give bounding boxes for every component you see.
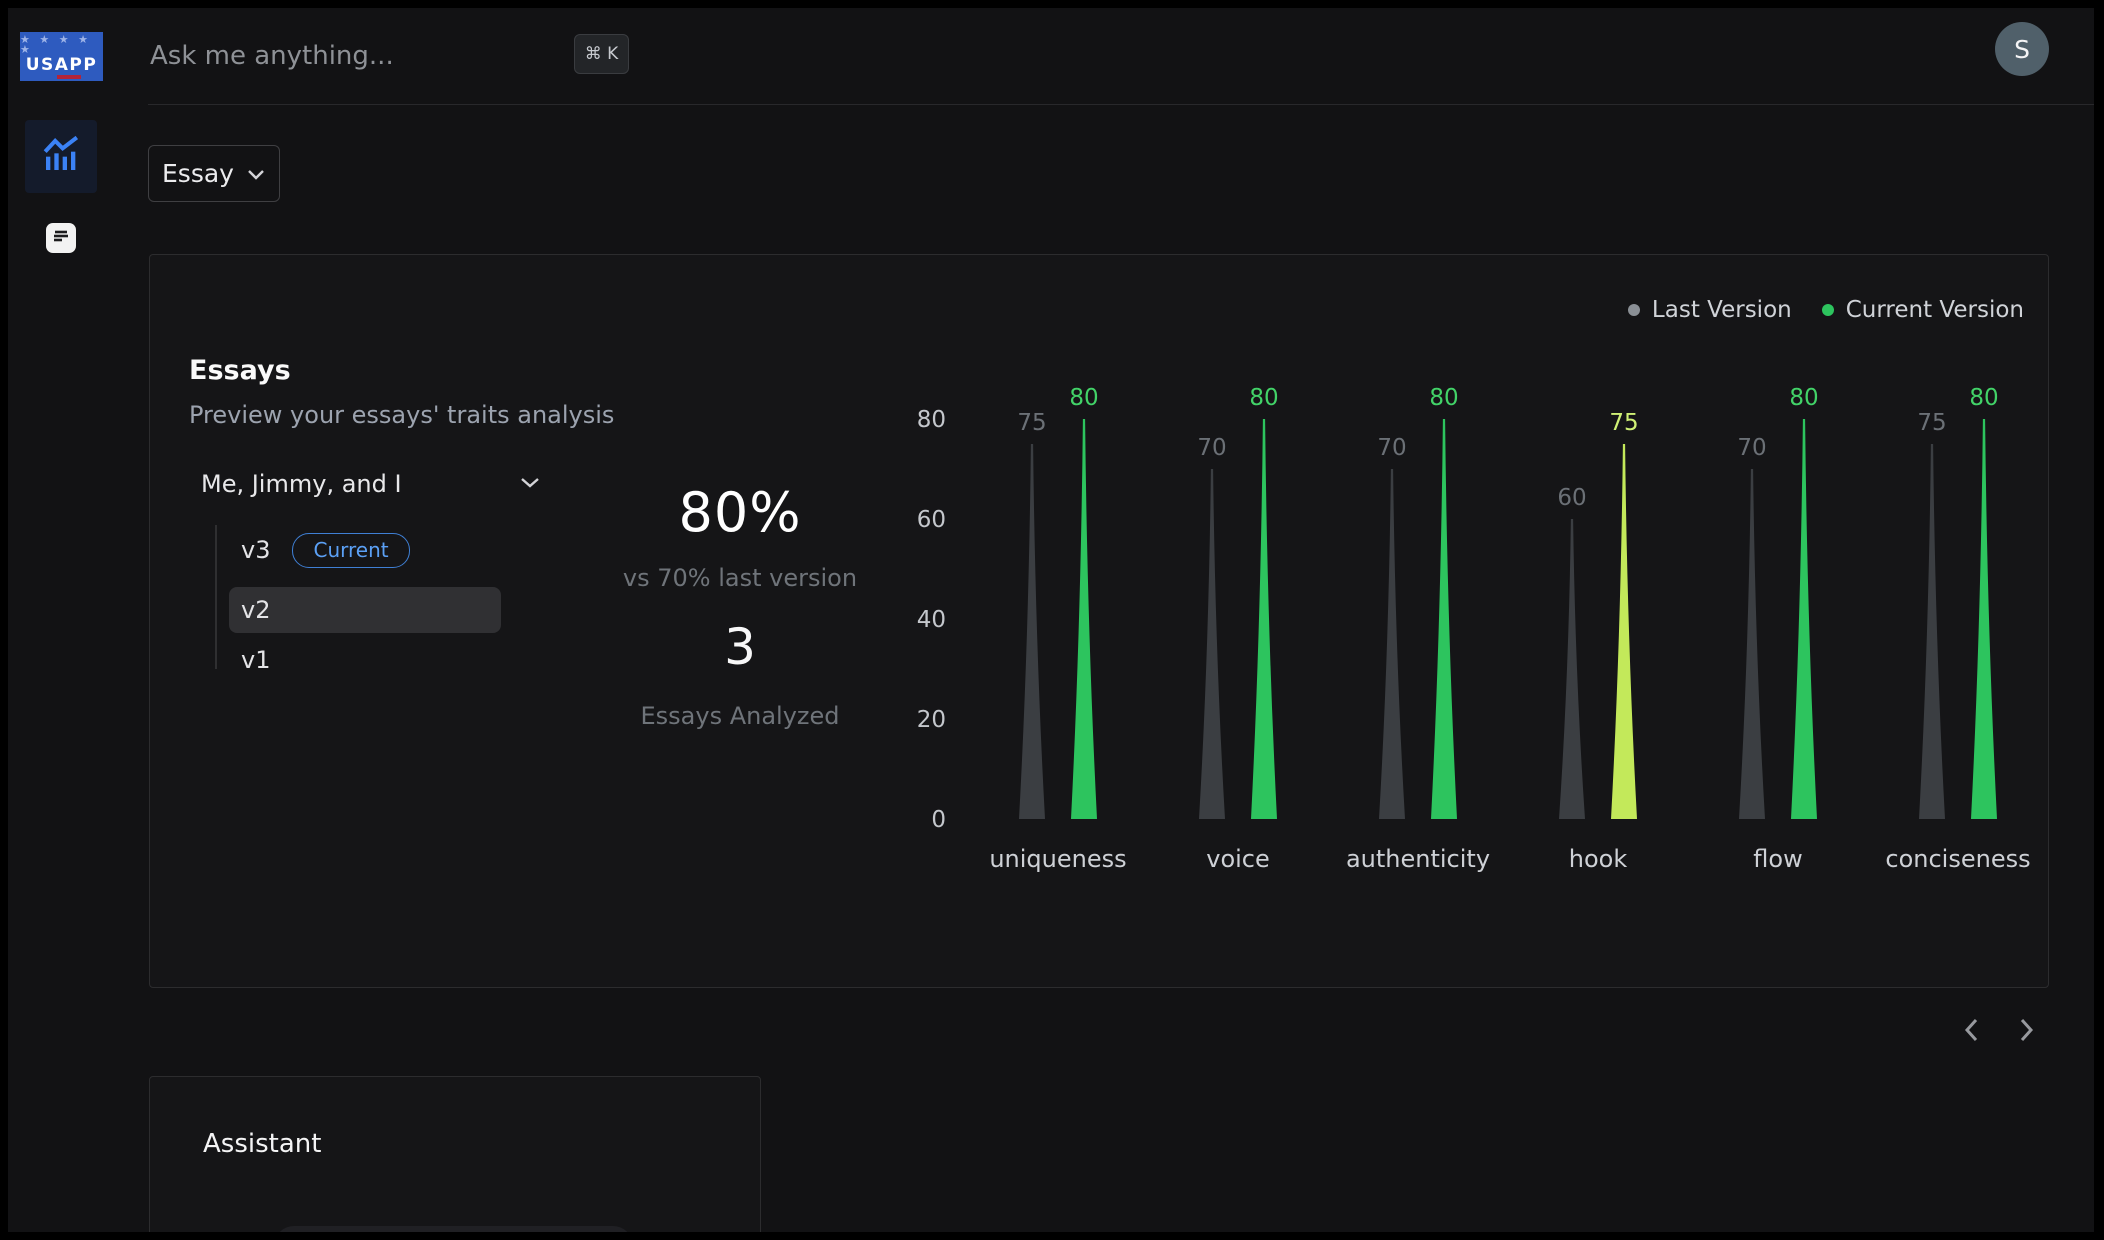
- svg-text:flow: flow: [1753, 845, 1802, 873]
- version-item-v1[interactable]: v1: [241, 641, 270, 679]
- assistant-title: Assistant: [203, 1129, 322, 1159]
- svg-text:70: 70: [1737, 435, 1766, 461]
- chevron-down-icon: [519, 475, 541, 494]
- logo-stars-icon: ★ ★ ★ ★ ★: [20, 32, 91, 56]
- bar-chart-trend-icon: [41, 135, 81, 179]
- analyzed-count-label: Essays Analyzed: [640, 702, 840, 730]
- svg-text:conciseness: conciseness: [1885, 845, 2030, 873]
- svg-text:60: 60: [1557, 485, 1586, 511]
- topbar-divider: [148, 104, 2094, 105]
- card-title: Essays: [189, 355, 291, 386]
- keyboard-shortcut-badge: ⌘ K: [574, 34, 629, 74]
- version-item-v2[interactable]: v2: [229, 587, 501, 633]
- svg-text:authenticity: authenticity: [1346, 845, 1490, 873]
- svg-text:80: 80: [917, 407, 946, 433]
- legend-label: Current Version: [1845, 297, 2024, 323]
- last-version-dot-icon: [1627, 304, 1640, 316]
- svg-text:uniqueness: uniqueness: [989, 845, 1126, 873]
- document-lines-icon: [50, 225, 72, 251]
- chevron-right-icon[interactable]: [2007, 1010, 2045, 1050]
- svg-text:80: 80: [1069, 385, 1098, 411]
- chart-legend: Last Version Current Version: [1627, 297, 2024, 323]
- svg-text:40: 40: [917, 607, 946, 633]
- chevron-left-icon[interactable]: [1953, 1010, 1991, 1050]
- svg-text:75: 75: [1017, 410, 1046, 436]
- current-version-badge: Current: [292, 532, 410, 568]
- svg-text:80: 80: [1969, 385, 1998, 411]
- traits-chart: 0 20 40 60 80 75 80 uniqueness 70 80 voice 70 80 auth…: [917, 385, 2031, 873]
- essay-dropdown-label: Essay: [162, 159, 234, 188]
- svg-text:80: 80: [1789, 385, 1818, 411]
- pagination: [1953, 1010, 2045, 1050]
- version-item-v3[interactable]: v3 Current: [241, 531, 410, 569]
- topbar: ★ ★ ★ ★ ★ USAPP ⌘ K S: [8, 8, 2094, 105]
- sidebar-item-analytics[interactable]: [25, 120, 97, 193]
- svg-text:70: 70: [1197, 435, 1226, 461]
- essay-select[interactable]: Me, Jimmy, and I: [201, 467, 541, 501]
- essays-analysis-card: Last Version Current Version Essays Prev…: [149, 254, 2049, 988]
- app-root: ★ ★ ★ ★ ★ USAPP ⌘ K S: [8, 8, 2094, 1232]
- chevron-down-icon: [246, 159, 266, 188]
- svg-text:20: 20: [917, 707, 946, 733]
- search-input[interactable]: [148, 30, 532, 82]
- score-comparison: vs 70% last version: [622, 564, 858, 592]
- score-value: 80%: [678, 481, 802, 544]
- version-label: v3: [241, 536, 271, 564]
- logo-red-bar: [56, 74, 81, 79]
- current-version-dot-icon: [1821, 304, 1834, 316]
- sidebar: [8, 105, 148, 1232]
- card-subtitle: Preview your essays' traits analysis: [189, 401, 615, 429]
- version-tree-line: [215, 525, 517, 669]
- sidebar-item-documents[interactable]: [46, 223, 76, 253]
- avatar[interactable]: S: [1995, 22, 2049, 76]
- svg-text:70: 70: [1377, 435, 1406, 461]
- svg-text:hook: hook: [1569, 845, 1628, 873]
- svg-text:80: 80: [1429, 385, 1458, 411]
- logo-text: USAPP: [25, 54, 98, 75]
- app-logo[interactable]: ★ ★ ★ ★ ★ USAPP: [20, 32, 103, 81]
- essay-select-value: Me, Jimmy, and I: [201, 470, 402, 498]
- svg-text:80: 80: [1249, 385, 1278, 411]
- version-label: v2: [241, 596, 271, 624]
- svg-text:0: 0: [931, 807, 946, 833]
- assistant-card: Assistant: [149, 1076, 761, 1232]
- version-label: v1: [241, 646, 271, 674]
- message-bubble: [274, 1226, 633, 1232]
- legend-item-current-version[interactable]: Current Version: [1821, 297, 2024, 323]
- svg-text:voice: voice: [1206, 845, 1270, 873]
- analyzed-count: 3: [724, 618, 756, 676]
- legend-label: Last Version: [1651, 297, 1792, 323]
- svg-text:60: 60: [917, 507, 946, 533]
- svg-text:75: 75: [1917, 410, 1946, 436]
- essay-type-dropdown[interactable]: Essay: [148, 145, 280, 202]
- stats-panel: 80% vs 70% last version 3 Essays Analyze…: [590, 481, 890, 730]
- legend-item-last-version[interactable]: Last Version: [1627, 297, 1792, 323]
- svg-text:75: 75: [1609, 410, 1638, 436]
